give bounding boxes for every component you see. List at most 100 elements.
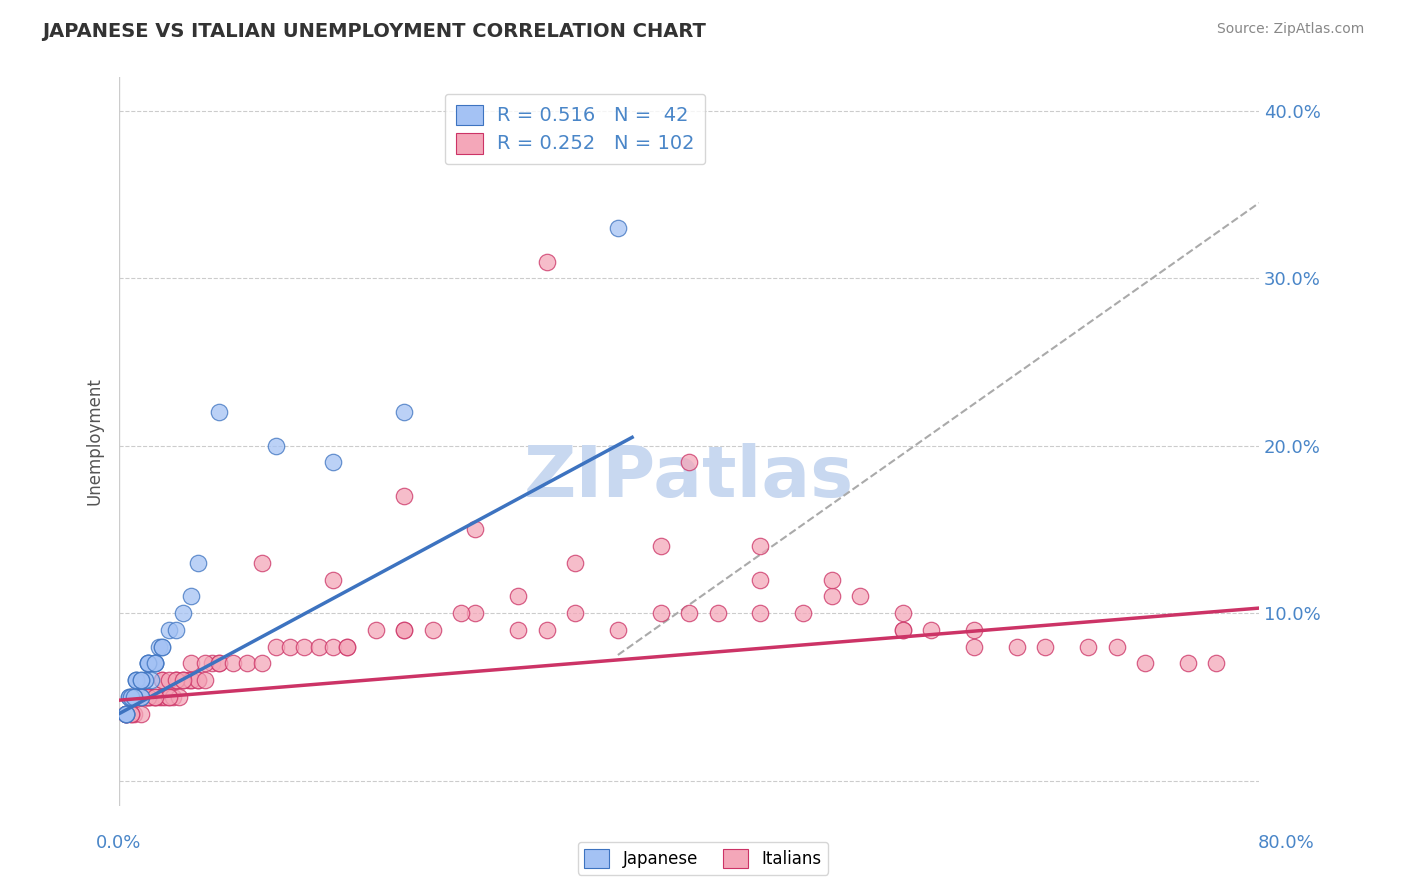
Point [157, 623, 180, 637]
Point [264, 640, 287, 654]
Point [564, 556, 586, 570]
Point [167, 690, 190, 704]
Point [115, 706, 138, 721]
Point [179, 657, 201, 671]
Point [136, 690, 159, 704]
Point [201, 657, 224, 671]
Point [308, 640, 330, 654]
Point [336, 640, 359, 654]
Point [1177, 657, 1199, 671]
Point [179, 590, 201, 604]
Point [115, 706, 138, 721]
Point [162, 690, 184, 704]
Point [172, 606, 194, 620]
Point [891, 606, 914, 620]
Point [208, 405, 231, 419]
Point [820, 573, 842, 587]
Point [125, 673, 148, 687]
Point [125, 690, 148, 704]
Legend: R = 0.516   N =  42, R = 0.252   N = 102: R = 0.516 N = 42, R = 0.252 N = 102 [444, 94, 706, 164]
Text: ZIPatlas: ZIPatlas [524, 443, 855, 512]
Point [134, 690, 156, 704]
Point [179, 673, 201, 687]
Point [250, 657, 273, 671]
Point [118, 690, 141, 704]
Point [153, 690, 176, 704]
Point [208, 657, 231, 671]
Point [536, 623, 558, 637]
Point [963, 640, 986, 654]
Text: JAPANESE VS ITALIAN UNEMPLOYMENT CORRELATION CHART: JAPANESE VS ITALIAN UNEMPLOYMENT CORRELA… [42, 22, 706, 41]
Text: Source: ZipAtlas.com: Source: ZipAtlas.com [1216, 22, 1364, 37]
Point [464, 606, 486, 620]
Point [129, 690, 152, 704]
Point [120, 690, 142, 704]
Point [322, 640, 344, 654]
Point [129, 690, 152, 704]
Point [179, 673, 201, 687]
Point [143, 690, 166, 704]
Point [134, 690, 156, 704]
Text: 80.0%: 80.0% [1258, 834, 1315, 852]
Point [136, 690, 159, 704]
Point [150, 673, 173, 687]
Point [172, 673, 194, 687]
Point [120, 706, 142, 721]
Point [236, 657, 259, 671]
Point [134, 690, 156, 704]
Point [392, 623, 415, 637]
Point [606, 221, 628, 235]
Point [120, 690, 142, 704]
Point [120, 690, 142, 704]
Point [165, 673, 187, 687]
Point [150, 640, 173, 654]
Point [1077, 640, 1099, 654]
Point [143, 657, 166, 671]
Point [118, 690, 141, 704]
Point [157, 690, 180, 704]
Point [820, 590, 842, 604]
Point [125, 690, 148, 704]
Point [1133, 657, 1156, 671]
Point [136, 657, 159, 671]
Point [122, 690, 145, 704]
Point [148, 690, 170, 704]
Point [150, 640, 173, 654]
Point [891, 623, 914, 637]
Point [920, 623, 942, 637]
Point [606, 623, 628, 637]
Point [650, 606, 672, 620]
Point [250, 556, 273, 570]
Point [134, 673, 156, 687]
Point [678, 606, 700, 620]
Point [165, 673, 187, 687]
Text: 0.0%: 0.0% [96, 834, 141, 852]
Point [115, 706, 138, 721]
Point [125, 673, 148, 687]
Point [536, 254, 558, 268]
Point [450, 606, 472, 620]
Point [322, 573, 344, 587]
Point [194, 657, 217, 671]
Point [294, 640, 316, 654]
Point [891, 623, 914, 637]
Point [508, 590, 530, 604]
Point [139, 673, 162, 687]
Point [115, 706, 138, 721]
Point [464, 523, 486, 537]
Point [157, 673, 180, 687]
Point [706, 606, 728, 620]
Point [148, 640, 170, 654]
Point [150, 690, 173, 704]
Point [1205, 657, 1227, 671]
Point [792, 606, 814, 620]
Point [172, 673, 194, 687]
Point [129, 673, 152, 687]
Point [1105, 640, 1128, 654]
Point [143, 657, 166, 671]
Point [157, 690, 180, 704]
Point [136, 657, 159, 671]
Point [1033, 640, 1056, 654]
Point [564, 606, 586, 620]
Point [129, 706, 152, 721]
